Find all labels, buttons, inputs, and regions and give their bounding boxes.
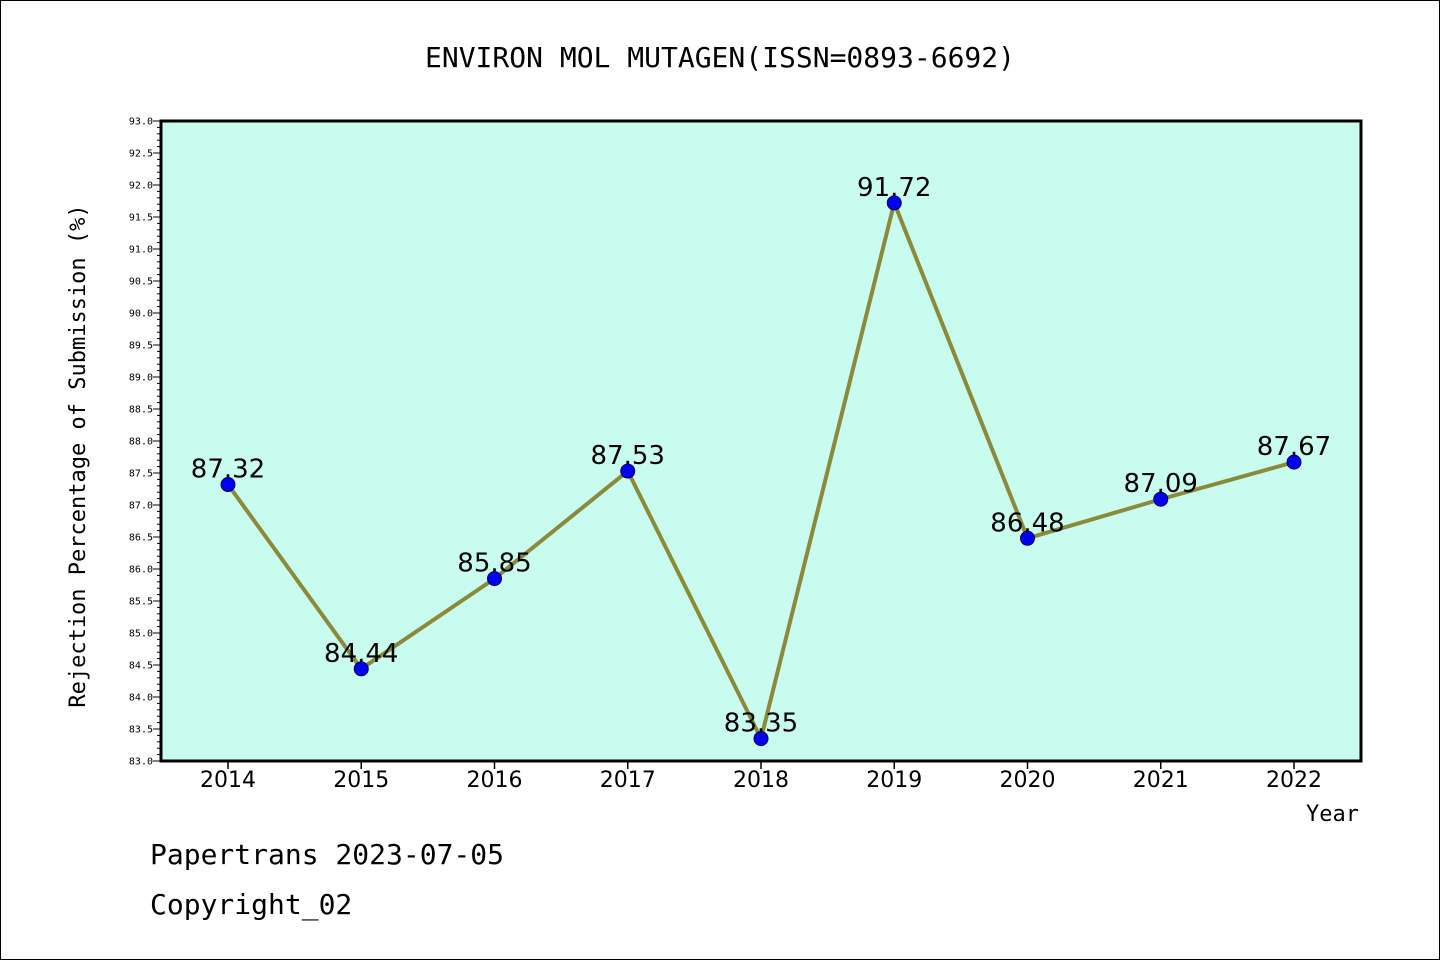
data-point <box>220 477 236 493</box>
y-tick-label: 93.0 <box>129 117 153 128</box>
y-tick-label: 91.0 <box>129 245 153 256</box>
data-label: 87.53 <box>591 441 665 471</box>
y-tick-label: 90.5 <box>129 277 153 288</box>
x-tick-label: 2021 <box>1133 768 1189 793</box>
x-tick-label: 2018 <box>733 768 789 793</box>
x-axis: 2014 2015 2016 2017 2018 2019 2020 2021 2022 <box>200 761 1322 793</box>
x-tick-label: 2020 <box>1000 768 1056 793</box>
data-label: 86.48 <box>990 508 1064 538</box>
y-tick-label: 85.0 <box>129 629 153 640</box>
data-point <box>753 731 769 747</box>
footer-date: Papertrans 2023-07-05 <box>150 838 504 871</box>
y-tick-label: 91.5 <box>129 213 153 224</box>
x-tick-label: 2016 <box>467 768 523 793</box>
markers-group <box>220 195 1302 747</box>
y-tick-label: 88.0 <box>129 437 153 448</box>
y-tick-label: 88.5 <box>129 405 153 416</box>
y-tick-label: 92.0 <box>129 181 153 192</box>
chart-title: ENVIRON MOL MUTAGEN(ISSN=0893-6692) <box>425 41 1015 74</box>
y-tick-label: 89.5 <box>129 341 153 352</box>
y-tick-label: 92.5 <box>129 149 153 160</box>
y-tick-label: 86.5 <box>129 533 153 544</box>
y-tick-label: 83.5 <box>129 725 153 736</box>
y-tick-label: 84.0 <box>129 693 153 704</box>
data-point <box>1153 491 1169 507</box>
data-labels-group: 87.32 84.44 85.85 87.53 83.35 91.72 86.48 87.09… <box>191 173 1331 739</box>
x-tick-label: 2014 <box>200 768 256 793</box>
y-tick-label: 85.5 <box>129 597 153 608</box>
y-tick-label: 86.0 <box>129 565 153 576</box>
footer-copyright: Copyright_02 <box>150 888 352 922</box>
data-point <box>353 661 369 677</box>
x-tick-label: 2019 <box>866 768 922 793</box>
y-axis-label: Rejection Percentage of Submission (%) <box>66 204 91 707</box>
x-tick-label: 2022 <box>1266 768 1322 793</box>
data-point <box>620 463 636 479</box>
data-point <box>1020 530 1035 546</box>
x-axis-label: Year <box>1306 802 1359 827</box>
data-point <box>886 195 902 211</box>
data-label: 83.35 <box>724 709 798 739</box>
x-tick-label: 2017 <box>600 768 656 793</box>
data-point <box>487 571 502 587</box>
data-label: 84.44 <box>324 639 398 669</box>
data-label: 87.09 <box>1124 469 1198 499</box>
y-tick-label: 90.0 <box>129 309 153 320</box>
y-axis: 83.0 83.5 84.0 84.5 85.0 85.5 86.0 86.5 87.0 87.5… <box>129 117 161 768</box>
y-tick-label: 84.5 <box>129 661 153 672</box>
y-tick-label: 87.5 <box>129 469 153 480</box>
data-point <box>1286 454 1302 470</box>
data-label: 91.72 <box>857 173 931 203</box>
plot-area <box>159 119 1363 763</box>
x-tick-label: 2015 <box>333 768 389 793</box>
y-tick-label: 89.0 <box>129 373 153 384</box>
y-tick-label: 87.0 <box>129 501 153 512</box>
y-tick-label: 83.0 <box>129 757 153 768</box>
data-label: 85.85 <box>457 549 531 579</box>
data-label: 87.32 <box>191 455 265 485</box>
data-label: 87.67 <box>1257 432 1331 462</box>
